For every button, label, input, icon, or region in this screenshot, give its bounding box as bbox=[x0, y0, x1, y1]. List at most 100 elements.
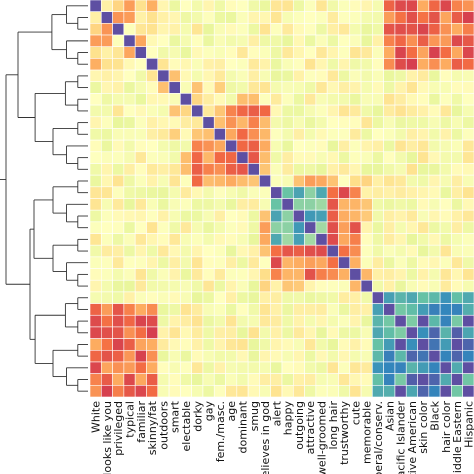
heatmap-cell bbox=[281, 314, 294, 328]
heatmap-cell bbox=[394, 244, 407, 258]
heatmap-cell bbox=[372, 46, 384, 59]
heatmap-cell bbox=[225, 23, 238, 36]
heatmap-cell bbox=[338, 279, 351, 293]
heatmap-cell bbox=[89, 128, 102, 141]
heatmap-cell bbox=[349, 349, 362, 363]
heatmap-cell bbox=[259, 93, 272, 106]
heatmap-cell bbox=[247, 361, 260, 374]
heatmap-cell bbox=[349, 128, 362, 141]
heatmap-cell bbox=[112, 93, 125, 106]
heatmap-cell bbox=[247, 314, 260, 328]
heatmap-cell bbox=[191, 58, 204, 71]
heatmap-cell bbox=[236, 186, 249, 199]
heatmap-cell bbox=[405, 81, 418, 94]
heatmap-cell bbox=[349, 209, 362, 223]
heatmap-cell bbox=[180, 291, 192, 304]
heatmap-cell bbox=[383, 349, 396, 363]
heatmap-cell bbox=[383, 279, 396, 293]
heatmap-cell bbox=[326, 373, 339, 386]
heatmap-cell bbox=[428, 151, 441, 164]
heatmap-cell bbox=[123, 268, 136, 281]
heatmap-cell bbox=[338, 34, 351, 48]
heatmap-cell bbox=[439, 139, 452, 153]
heatmap-cell bbox=[439, 303, 452, 316]
heatmap-cell bbox=[123, 279, 136, 293]
heatmap-cell bbox=[281, 0, 294, 12]
heatmap-cell bbox=[112, 291, 125, 304]
heatmap-cell bbox=[134, 11, 147, 24]
heatmap-cell bbox=[100, 233, 113, 246]
heatmap-cell bbox=[315, 303, 328, 316]
heatmap-cell bbox=[349, 0, 362, 12]
heatmap-cell bbox=[383, 361, 396, 374]
heatmap-cell bbox=[281, 69, 294, 83]
heatmap-cell bbox=[383, 69, 396, 83]
heatmap-cell bbox=[439, 104, 452, 118]
heatmap-cell bbox=[428, 385, 441, 398]
heatmap-cell bbox=[394, 233, 407, 246]
heatmap-cell bbox=[394, 373, 407, 386]
heatmap-cell bbox=[146, 151, 159, 164]
heatmap-cell bbox=[338, 58, 351, 71]
heatmap-cell bbox=[428, 314, 441, 328]
heatmap-cell bbox=[134, 58, 147, 71]
heatmap-cell bbox=[405, 326, 418, 339]
heatmap-cell bbox=[315, 186, 328, 199]
heatmap-cell bbox=[213, 0, 226, 12]
heatmap-cell bbox=[417, 373, 430, 386]
heatmap-cell bbox=[89, 69, 102, 83]
heatmap-cell bbox=[112, 279, 125, 293]
heatmap-cell bbox=[202, 128, 215, 141]
heatmap-cell bbox=[225, 116, 238, 129]
heatmap-cell bbox=[247, 209, 260, 223]
heatmap-cell bbox=[112, 256, 125, 269]
heatmap-cell bbox=[146, 23, 159, 36]
heatmap-cell bbox=[191, 256, 204, 269]
heatmap-cell bbox=[315, 373, 328, 386]
heatmap-cell bbox=[236, 244, 249, 258]
heatmap-cell bbox=[146, 69, 159, 83]
heatmap-cell bbox=[372, 23, 384, 36]
heatmap-cell bbox=[202, 279, 215, 293]
heatmap-cell bbox=[247, 233, 260, 246]
heatmap-cell bbox=[168, 361, 181, 374]
heatmap-cell bbox=[168, 198, 181, 211]
heatmap-cell bbox=[191, 268, 204, 281]
heatmap-cell bbox=[394, 256, 407, 269]
heatmap-cell bbox=[326, 81, 339, 94]
heatmap-cell bbox=[372, 128, 384, 141]
heatmap-cell bbox=[405, 314, 418, 328]
heatmap-cell bbox=[405, 209, 418, 223]
heatmap-cell bbox=[202, 151, 215, 164]
heatmap-cell bbox=[360, 349, 373, 363]
heatmap-cell bbox=[247, 163, 260, 176]
heatmap-cell bbox=[236, 198, 249, 211]
heatmap-cell bbox=[180, 303, 192, 316]
heatmap-cell bbox=[417, 221, 430, 234]
heatmap-cell bbox=[304, 314, 317, 328]
heatmap-cell bbox=[123, 303, 136, 316]
heatmap-cell bbox=[439, 349, 452, 363]
heatmap-cell bbox=[112, 338, 125, 351]
heatmap-cell bbox=[157, 233, 170, 246]
heatmap-cell bbox=[180, 314, 192, 328]
heatmap-cell bbox=[213, 385, 226, 398]
heatmap-cell bbox=[134, 326, 147, 339]
heatmap-cell bbox=[372, 163, 384, 176]
heatmap-cell bbox=[394, 163, 407, 176]
heatmap-cell bbox=[213, 46, 226, 59]
heatmap-cell bbox=[383, 186, 396, 199]
heatmap-cell bbox=[89, 279, 102, 293]
heatmap-cell bbox=[157, 349, 170, 363]
heatmap-cell bbox=[315, 326, 328, 339]
heatmap-cell bbox=[270, 268, 283, 281]
heatmap-cell bbox=[100, 174, 113, 188]
heatmap-cell bbox=[304, 338, 317, 351]
heatmap-cell bbox=[405, 291, 418, 304]
heatmap-cell bbox=[304, 198, 317, 211]
heatmap-cell bbox=[417, 244, 430, 258]
heatmap-cell bbox=[417, 209, 430, 223]
heatmap-cell bbox=[451, 244, 464, 258]
